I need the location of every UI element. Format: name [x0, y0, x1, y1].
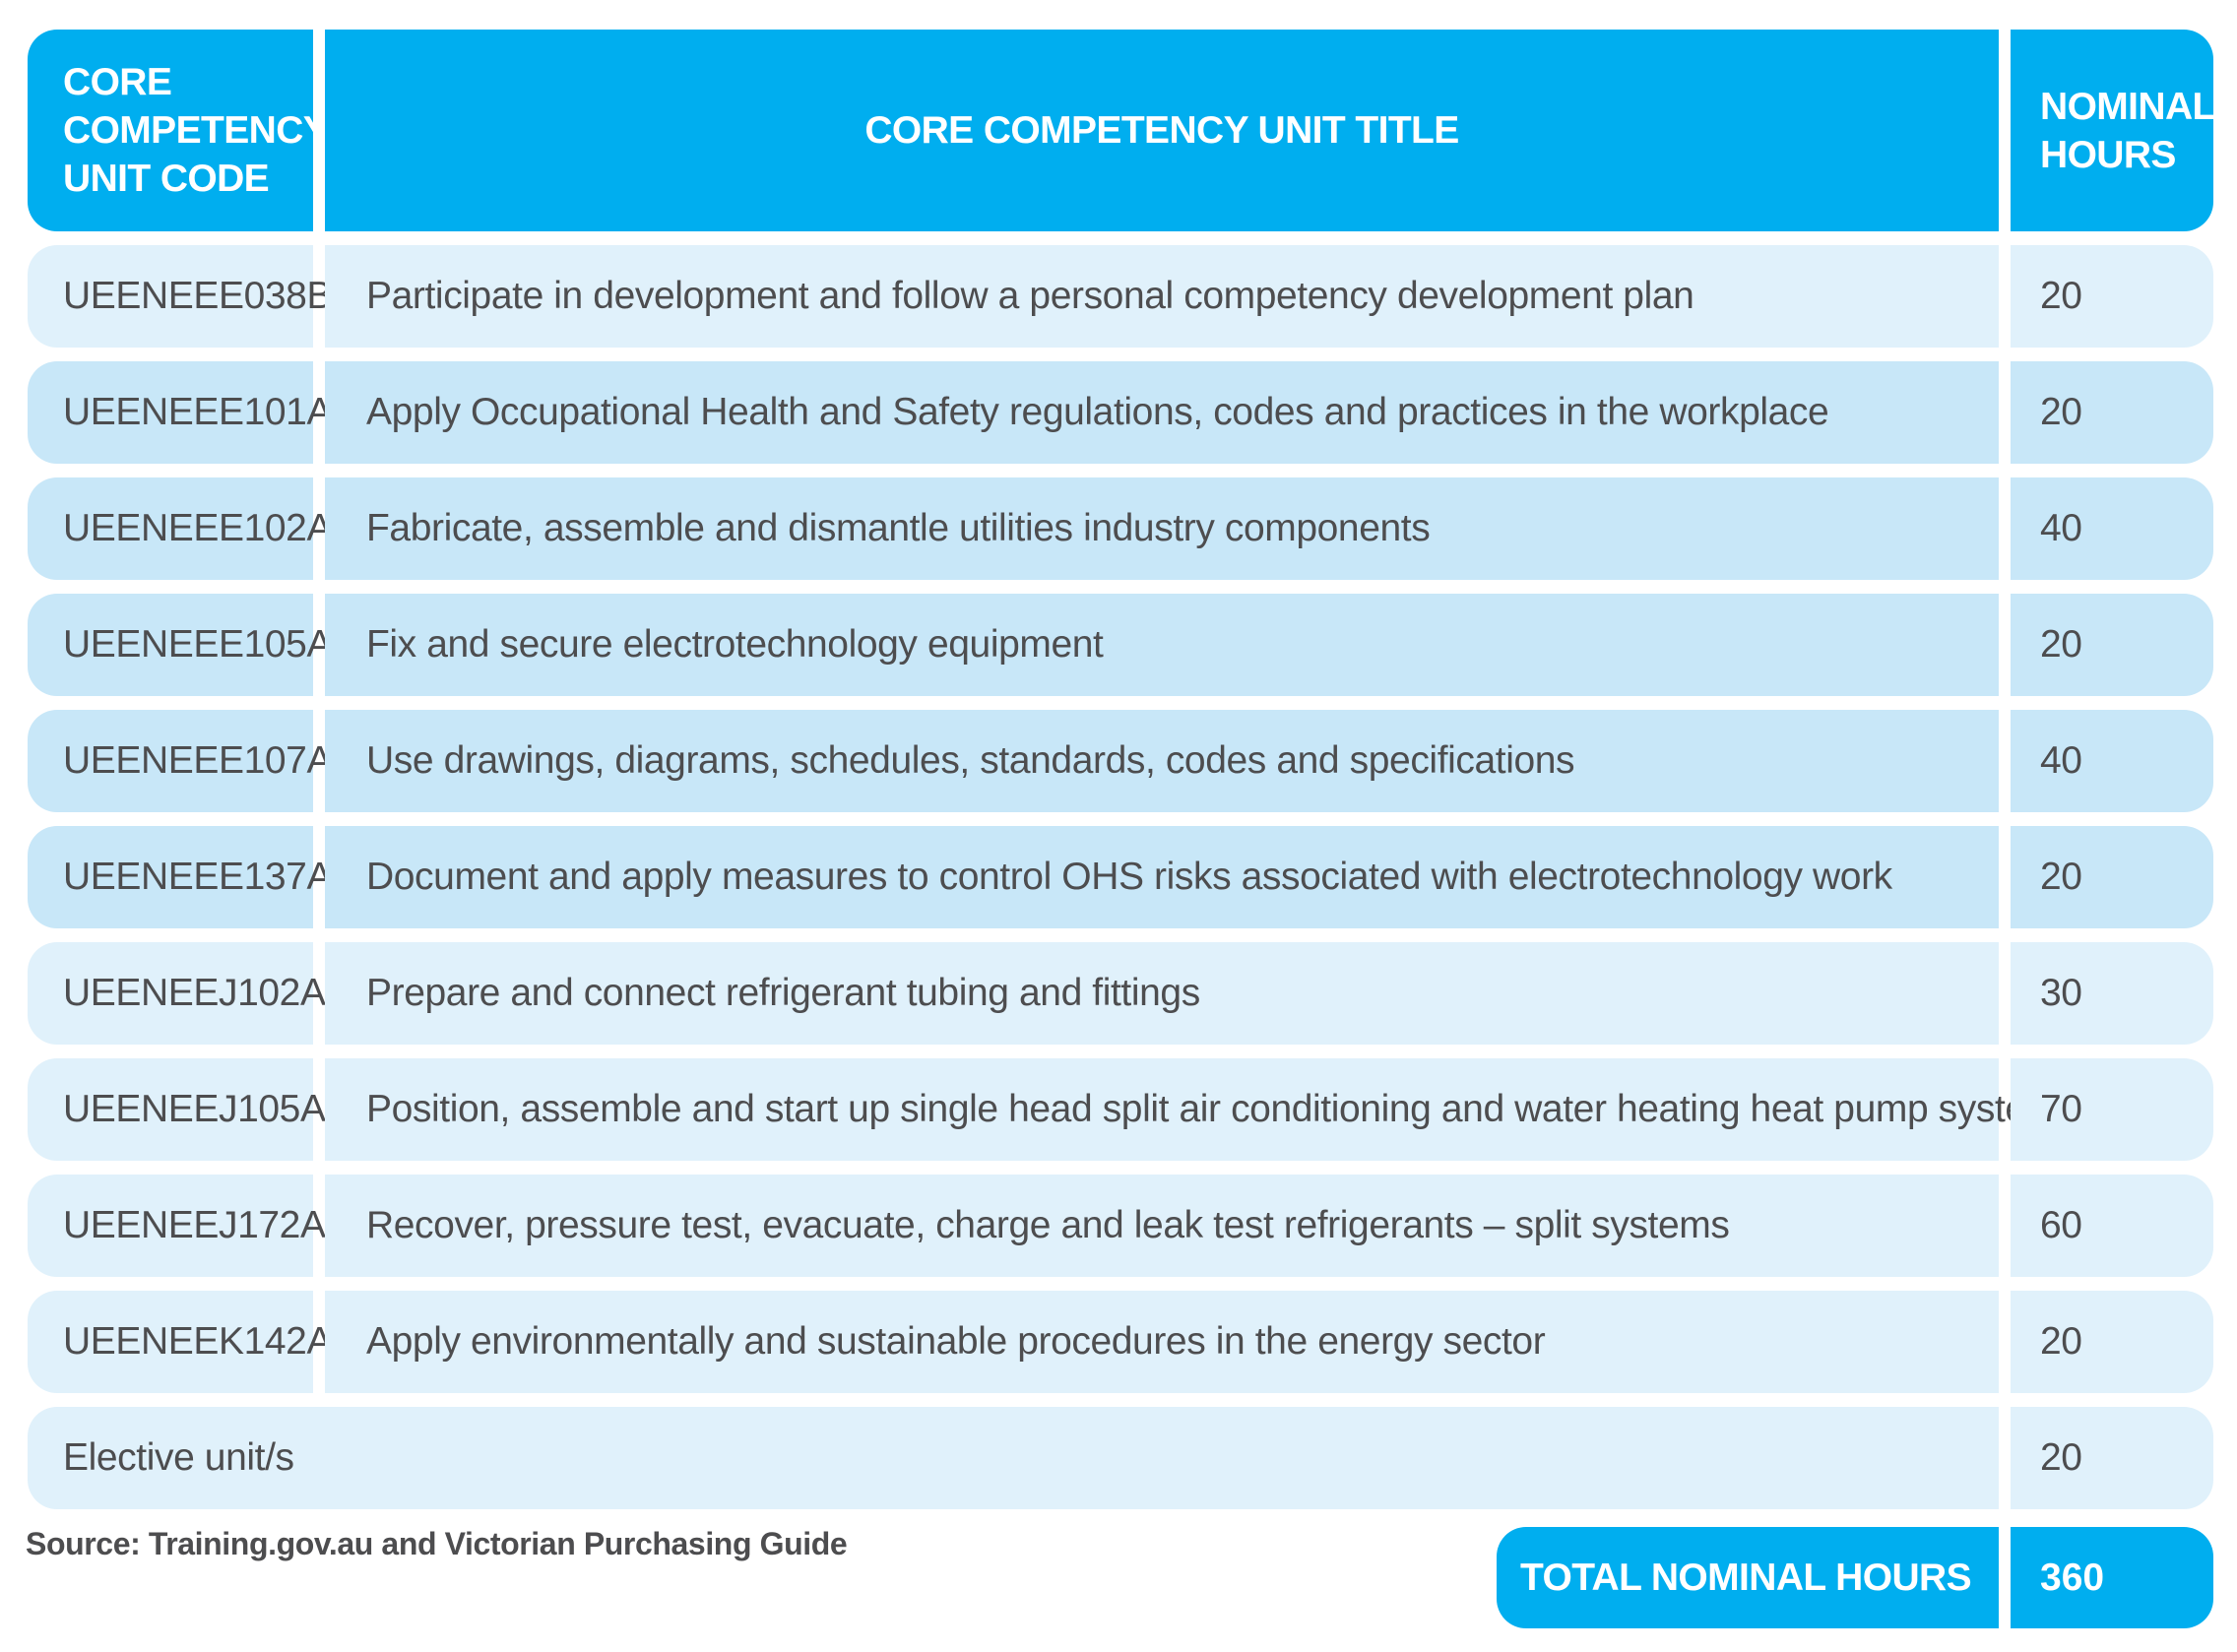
header-unit-code: CORE COMPETENCY UNIT CODE — [28, 30, 329, 231]
total-nominal-hours-value: 360 — [2011, 1527, 2213, 1628]
header-unit-title: CORE COMPETENCY UNIT TITLE — [325, 30, 1999, 231]
row-8-code: UEENEEJ105A — [28, 1058, 326, 1161]
row-2-title: Apply Occupational Health and Safety reg… — [325, 361, 1999, 464]
row-7-code: UEENEEJ102A — [28, 942, 326, 1045]
row-8-title: Position, assemble and start up single h… — [325, 1058, 2077, 1161]
row-4-title: Fix and secure electrotechnology equipme… — [325, 594, 1999, 696]
row-10-title: Apply environmentally and sustainable pr… — [325, 1291, 1999, 1393]
row-3-code: UEENEEE102A — [28, 477, 332, 580]
row-9-title: Recover, pressure test, evacuate, charge… — [325, 1175, 1999, 1277]
row-3-title: Fabricate, assemble and dismantle utilit… — [325, 477, 1999, 580]
row-7-title: Prepare and connect refrigerant tubing a… — [325, 942, 1999, 1045]
row-10-hours: 20 — [2011, 1291, 2213, 1393]
row-5-hours: 40 — [2011, 710, 2213, 812]
row-9-code: UEENEEJ172A — [28, 1175, 326, 1277]
elective-units-hours: 20 — [2011, 1407, 2213, 1509]
row-2-hours: 20 — [2011, 361, 2213, 464]
total-nominal-hours-label: TOTAL NOMINAL HOURS — [1497, 1527, 1999, 1628]
row-6-code: UEENEEE137A — [28, 826, 332, 928]
row-1-code: UEENEEE038B — [28, 245, 332, 348]
row-4-code: UEENEEE105A — [28, 594, 332, 696]
elective-units-label: Elective unit/s — [28, 1407, 1999, 1509]
row-6-title: Document and apply measures to control O… — [325, 826, 1999, 928]
row-4-hours: 20 — [2011, 594, 2213, 696]
row-8-hours: 70 — [2011, 1058, 2213, 1161]
row-3-hours: 40 — [2011, 477, 2213, 580]
row-5-code: UEENEEE107A — [28, 710, 332, 812]
row-7-hours: 30 — [2011, 942, 2213, 1045]
row-1-hours: 20 — [2011, 245, 2213, 348]
row-9-hours: 60 — [2011, 1175, 2213, 1277]
row-5-title: Use drawings, diagrams, schedules, stand… — [325, 710, 1999, 812]
row-10-code: UEENEEK142A — [28, 1291, 332, 1393]
source-note: Source: Training.gov.au and Victorian Pu… — [26, 1526, 848, 1561]
header-nominal-hours: NOMINAL HOURS — [2011, 30, 2215, 231]
row-6-hours: 20 — [2011, 826, 2213, 928]
row-1-title: Participate in development and follow a … — [325, 245, 1999, 348]
row-2-code: UEENEEE101A — [28, 361, 332, 464]
